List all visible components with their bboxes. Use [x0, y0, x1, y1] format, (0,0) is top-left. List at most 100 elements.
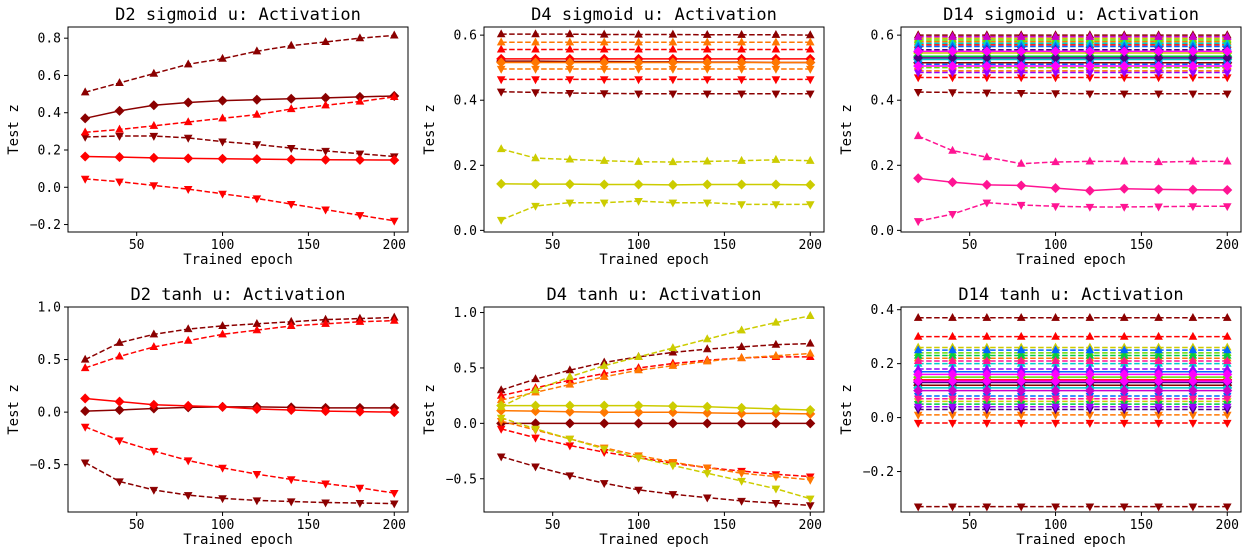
data-point — [1051, 356, 1060, 365]
data-point — [148, 399, 159, 410]
y-tick-label: 0.5 — [38, 353, 61, 368]
data-point — [1085, 331, 1095, 340]
y-tick-label: 0.0 — [871, 411, 894, 426]
data-point — [981, 369, 992, 380]
data-point — [1016, 201, 1026, 210]
plot-area — [484, 307, 824, 512]
data-point — [183, 457, 193, 466]
data-point — [668, 29, 678, 38]
data-point — [947, 376, 958, 387]
data-point — [702, 334, 712, 343]
data-point — [1188, 203, 1198, 212]
y-axis-label: Test z — [422, 104, 438, 155]
data-point — [1050, 183, 1061, 194]
data-point — [1016, 395, 1026, 404]
data-point — [1153, 369, 1164, 380]
data-point — [1119, 183, 1130, 194]
data-point — [389, 92, 399, 100]
data-point — [1085, 156, 1095, 165]
data-point — [115, 124, 124, 133]
y-tick-label: 0.0 — [871, 224, 894, 239]
data-point — [1188, 90, 1198, 99]
data-point — [1085, 203, 1095, 212]
y-tick-label: 0.4 — [871, 94, 895, 109]
data-point — [947, 385, 958, 396]
data-point — [1119, 385, 1130, 396]
data-point — [496, 37, 506, 46]
data-point — [252, 471, 262, 479]
data-point — [80, 459, 90, 468]
data-point — [1154, 157, 1163, 166]
data-point — [217, 153, 228, 164]
y-tick-label: −0.5 — [446, 472, 477, 487]
data-point — [1016, 403, 1026, 412]
series-line — [84, 461, 395, 505]
data-point — [913, 88, 923, 97]
x-tick-label: 200 — [1216, 518, 1239, 533]
data-point — [1085, 403, 1095, 412]
data-point — [149, 486, 159, 495]
data-point — [389, 155, 400, 166]
data-point — [702, 44, 712, 53]
data-point — [1119, 61, 1130, 72]
data-point — [530, 406, 541, 417]
data-point — [252, 325, 262, 334]
data-point — [286, 200, 296, 209]
x-tick-label: 50 — [545, 518, 561, 533]
data-point — [737, 470, 746, 479]
data-point — [286, 154, 297, 165]
series-line — [500, 200, 811, 221]
data-point — [1154, 403, 1163, 412]
data-point — [183, 153, 194, 164]
series-layer — [496, 311, 816, 511]
data-point — [389, 407, 400, 418]
data-point — [668, 76, 678, 85]
x-tick-label: 200 — [799, 238, 822, 253]
data-point — [183, 117, 193, 126]
data-point — [948, 503, 957, 512]
x-tick-label: 100 — [1044, 518, 1067, 533]
data-point — [1188, 419, 1198, 428]
data-point — [805, 311, 815, 319]
data-point — [634, 76, 643, 85]
data-point — [1154, 331, 1163, 340]
data-point — [1051, 403, 1060, 412]
data-point — [496, 65, 506, 74]
data-point — [531, 37, 540, 46]
data-point — [736, 179, 747, 190]
data-point — [217, 95, 228, 106]
data-point — [1154, 356, 1163, 365]
data-point — [1222, 345, 1232, 354]
data-point — [496, 425, 506, 434]
data-point — [771, 339, 781, 348]
data-point — [1154, 31, 1163, 40]
data-point — [599, 407, 610, 418]
data-point — [1085, 419, 1095, 428]
data-point — [1084, 376, 1095, 387]
data-point — [634, 29, 643, 38]
data-point — [1051, 90, 1060, 99]
subplot-2: 50 100 150 200 0.0 0.2 0.4 0.6 D4 sigmoid u: Act… — [422, 5, 825, 268]
data-point — [737, 37, 746, 46]
series-line — [501, 33, 811, 36]
y-tick-label: 0.2 — [871, 357, 894, 372]
y-tick-label: 0.5 — [454, 361, 477, 376]
x-tick-label: 100 — [211, 238, 234, 253]
data-point — [531, 202, 540, 211]
subplot-1: 50 100 150 200 −0.2 0.0 0.2 0.4 0.6 0.8 D2 sigmoid… — [6, 5, 409, 268]
x-tick-label: 200 — [383, 238, 406, 253]
subplot-5: 50 100 150 200 −0.5 0.0 0.5 1.0 D4 tanh u: Activ… — [422, 285, 825, 548]
data-point — [1153, 184, 1164, 195]
data-point — [668, 199, 678, 208]
data-point — [737, 477, 746, 486]
data-point — [1187, 61, 1198, 72]
data-point — [286, 498, 296, 507]
data-point — [115, 78, 124, 87]
data-point — [1222, 376, 1233, 387]
data-point — [1051, 31, 1060, 40]
data-point — [947, 369, 958, 380]
data-point — [80, 87, 90, 96]
y-tick-label: −0.2 — [863, 465, 894, 480]
x-tick-label: 150 — [1130, 238, 1153, 253]
data-point — [1153, 376, 1164, 387]
